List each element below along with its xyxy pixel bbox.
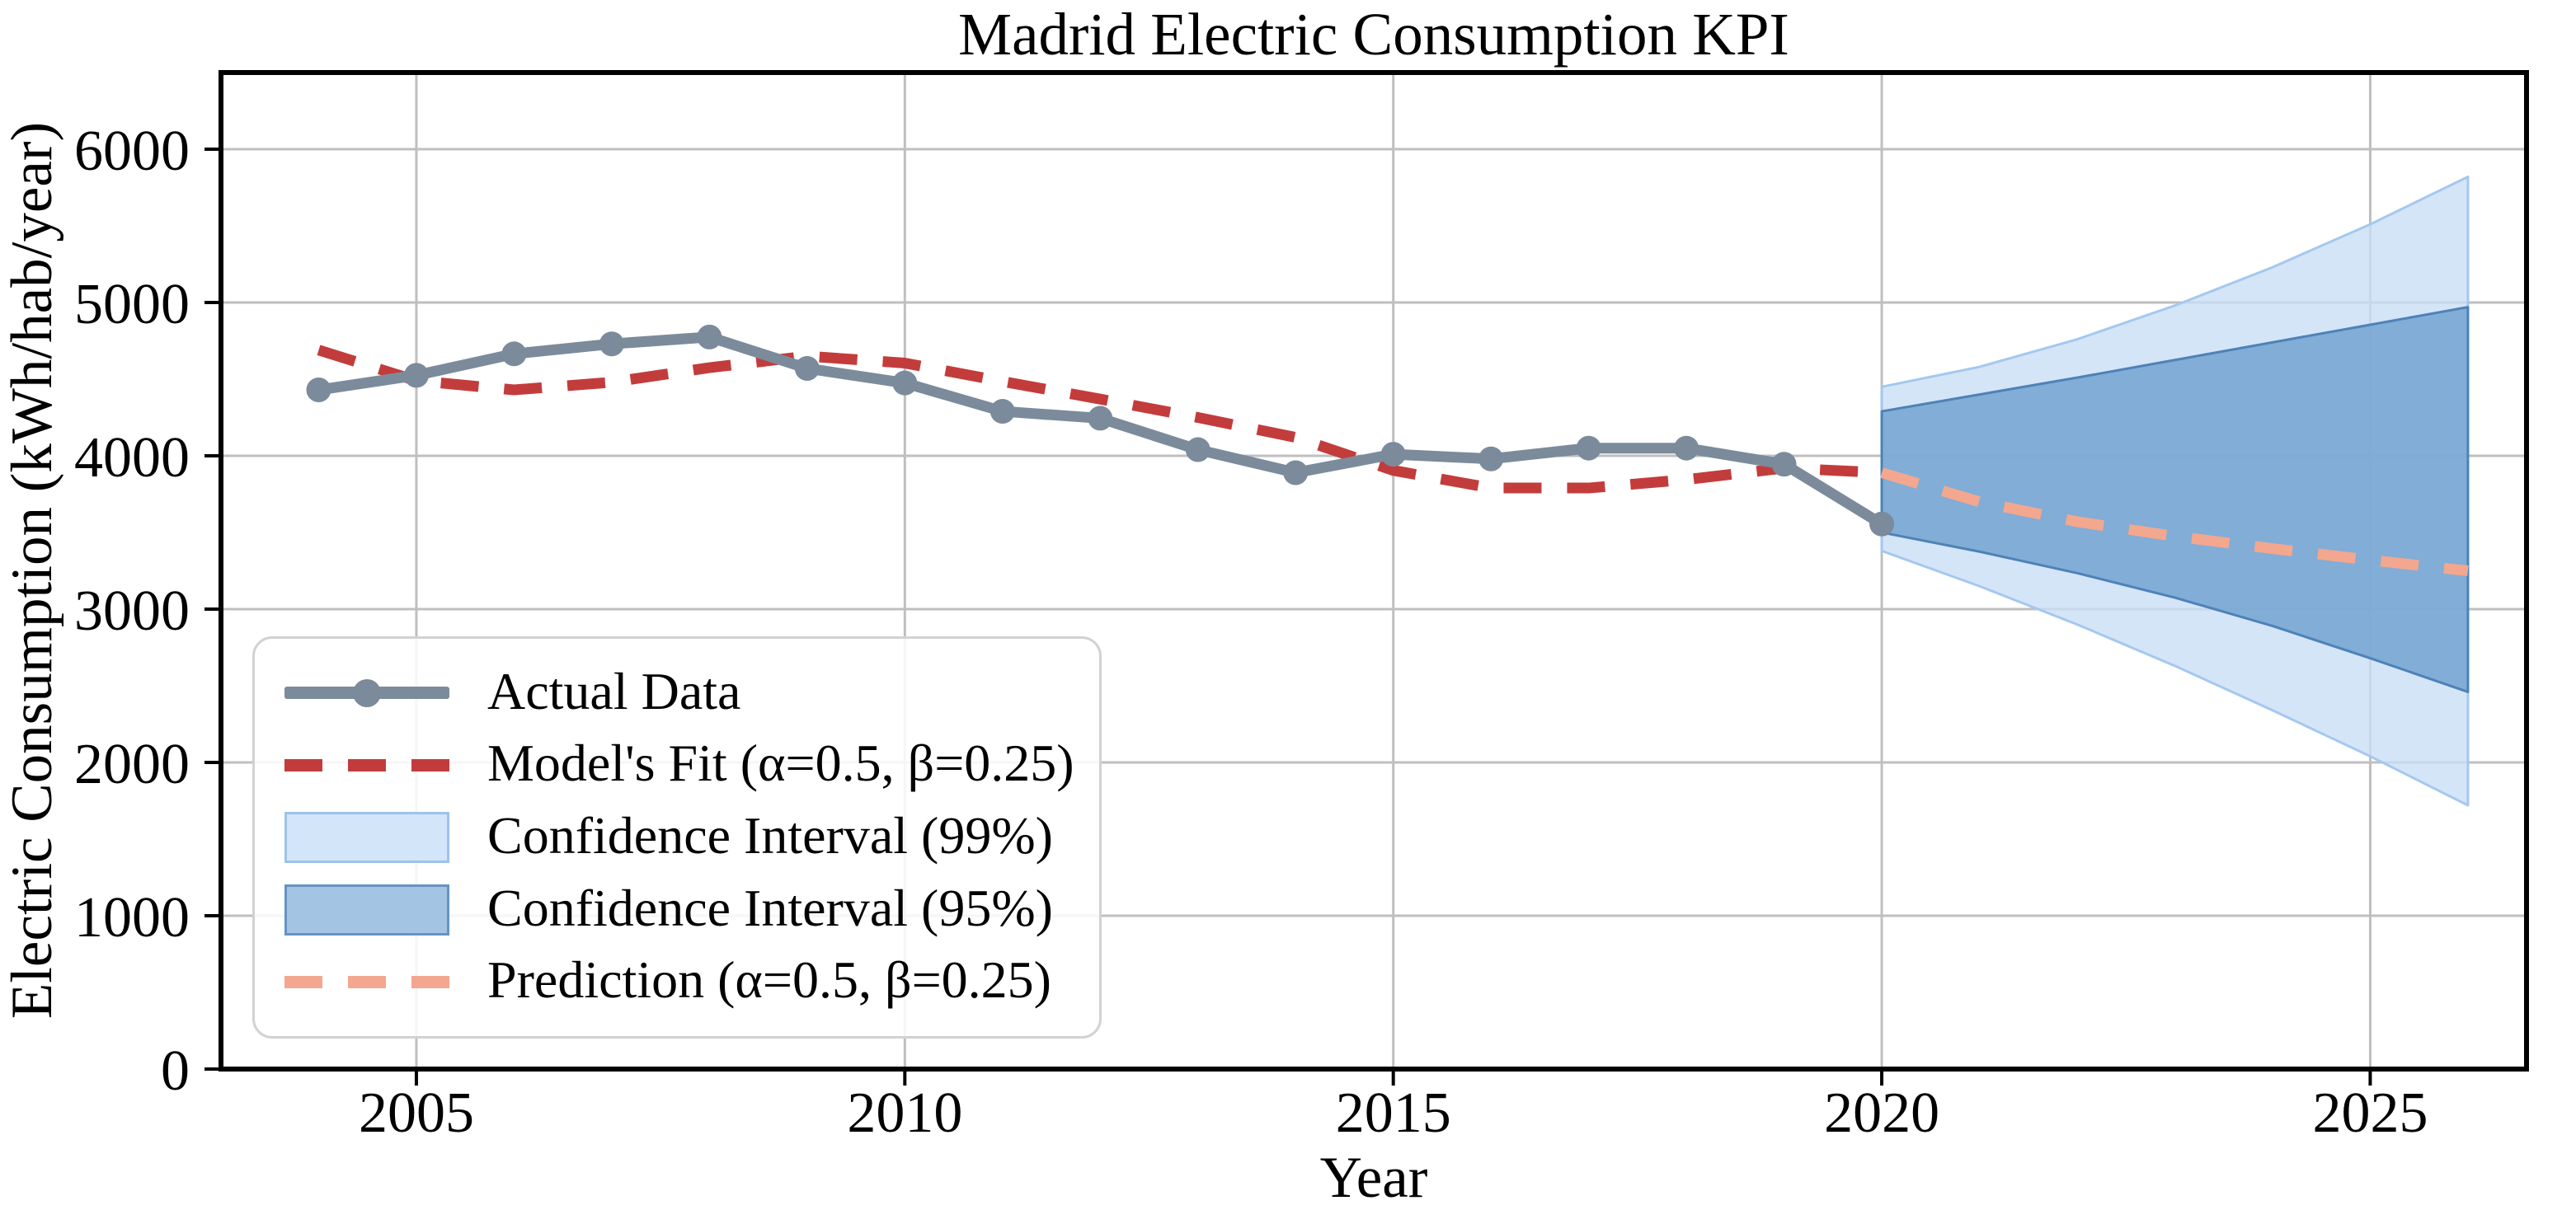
legend-label: Confidence Interval (95%) xyxy=(487,878,1053,937)
actual-data-marker xyxy=(697,324,722,349)
legend-label: Actual Data xyxy=(487,661,741,720)
y-tick-label: 4000 xyxy=(74,426,190,490)
actual-data-marker xyxy=(1869,511,1895,537)
chart-title: Madrid Electric Consumption KPI xyxy=(958,1,1789,68)
actual-data-marker xyxy=(501,341,527,367)
actual-data-marker xyxy=(1185,437,1210,462)
legend-label: Confidence Interval (99%) xyxy=(487,805,1053,865)
legend-item-models-fit: Model's Fit (α=0.5, β=0.25) xyxy=(284,737,1074,793)
x-tick-label: 2020 xyxy=(1824,1081,1939,1145)
y-tick-label: 1000 xyxy=(74,886,190,950)
y-axis-label: Electric Consumption (kWh/hab/year) xyxy=(0,122,64,1019)
actual-data-marker xyxy=(1380,442,1406,467)
plot-border xyxy=(219,70,2529,1072)
actual-data-marker xyxy=(1088,406,1113,431)
confidence-band-95 xyxy=(1880,306,2470,693)
actual-data-marker xyxy=(1771,452,1797,477)
actual-data-marker xyxy=(599,331,624,357)
actual-data-marker xyxy=(892,370,918,396)
y-tick-label: 6000 xyxy=(74,120,190,183)
actual-data-marker xyxy=(1478,446,1504,471)
legend-label: Prediction (α=0.5, β=0.25) xyxy=(487,950,1051,1010)
y-tick-label: 2000 xyxy=(74,733,190,796)
actual-data-line-swatch-icon xyxy=(284,667,449,720)
legend-label: Model's Fit (α=0.5, β=0.25) xyxy=(487,734,1074,793)
plot-generated-layer: 0 1000 2000 3000 4000 5000 6000 2005 2010 2015 202… xyxy=(74,70,2529,1145)
model-fit-dash-swatch-icon xyxy=(284,739,449,791)
actual-data-marker xyxy=(403,363,429,388)
ci95-patch-swatch-icon xyxy=(284,884,449,936)
x-axis-label: Year xyxy=(1320,1146,1428,1210)
actual-data-marker xyxy=(1674,435,1699,461)
actual-data-marker xyxy=(1283,460,1309,485)
model-fit-line xyxy=(317,345,1883,494)
y-tick-label: 3000 xyxy=(74,579,190,643)
actual-data-marker xyxy=(794,355,820,381)
legend-item-ci99: Confidence Interval (99%) xyxy=(284,809,1069,865)
y-tick-label: 5000 xyxy=(74,273,190,336)
x-tick-label: 2010 xyxy=(847,1081,962,1145)
legend-item-ci95: Confidence Interval (95%) xyxy=(284,878,1069,938)
y-tick-label: 0 xyxy=(161,1039,190,1103)
prediction-dash-swatch-icon xyxy=(284,955,449,1008)
actual-data-marker xyxy=(1576,435,1601,461)
legend-item-actual-data: Actual Data xyxy=(284,661,1069,721)
legend: Actual Data Model's Fit (α=0.5, β=0.25) … xyxy=(252,636,1102,1039)
x-tick-label: 2005 xyxy=(359,1081,474,1145)
legend-item-prediction: Prediction (α=0.5, β=0.25) xyxy=(284,954,1069,1010)
ci99-patch-swatch-icon xyxy=(284,811,449,864)
x-tick-label: 2025 xyxy=(2312,1081,2428,1145)
actual-data-marker xyxy=(990,399,1015,424)
actual-data-marker xyxy=(306,378,331,403)
x-tick-label: 2015 xyxy=(1336,1081,1451,1145)
